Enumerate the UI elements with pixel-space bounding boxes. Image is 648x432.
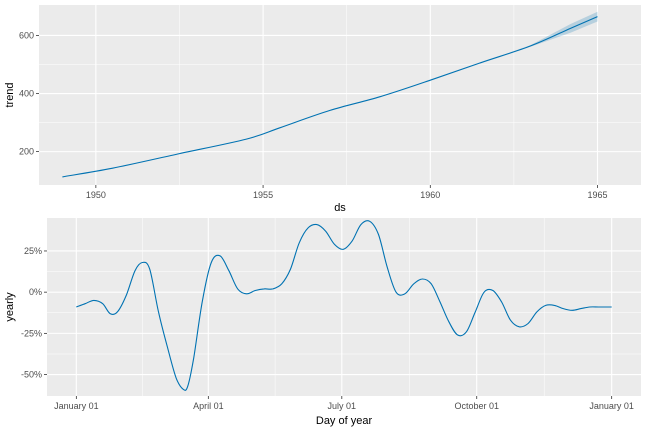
- trend-x-tick-label: 1960: [420, 190, 440, 200]
- trend-x-axis-title: ds: [334, 202, 346, 214]
- trend-y-tick-label: 600: [19, 30, 34, 40]
- yearly-plot-panel: [47, 218, 641, 396]
- yearly-x-tick-label: April 01: [193, 401, 224, 411]
- yearly-x-tick-label: January 01: [54, 401, 99, 411]
- yearly-plot: January 01 April 01 July 01 October 01 Janua…: [4, 218, 641, 427]
- yearly-y-tick-label: -25%: [21, 328, 42, 338]
- yearly-y-tick-label: 25%: [24, 246, 42, 256]
- trend-y-tick-label: 400: [19, 89, 34, 99]
- trend-x-tick-label: 1950: [86, 190, 106, 200]
- yearly-y-tick-label: 0%: [29, 287, 42, 297]
- yearly-x-axis-title: Day of year: [316, 415, 373, 427]
- yearly-gridlines: [47, 218, 641, 396]
- yearly-y-axis-title: yearly: [4, 292, 16, 322]
- yearly-x-tick-label: October 01: [454, 401, 499, 411]
- trend-x-tick-label: 1955: [253, 190, 273, 200]
- yearly-axis-ticks: January 01 April 01 July 01 October 01 Janua…: [21, 246, 634, 411]
- trend-plot: 1950 1955 1960 1965 200 400 600 ds trend: [4, 5, 641, 214]
- trend-y-axis-title: trend: [4, 82, 16, 107]
- yearly-y-tick-label: -50%: [21, 370, 42, 380]
- trend-gridlines: [39, 5, 641, 185]
- yearly-line: [76, 220, 612, 391]
- trend-y-tick-label: 200: [19, 147, 34, 157]
- trend-line: [62, 16, 598, 178]
- trend-x-tick-label: 1965: [588, 190, 608, 200]
- trend-plot-panel: [39, 5, 641, 185]
- trend-axis-ticks: 1950 1955 1960 1965 200 400 600: [19, 30, 608, 200]
- yearly-x-tick-label: January 01: [589, 401, 634, 411]
- yearly-x-tick-label: July 01: [328, 401, 357, 411]
